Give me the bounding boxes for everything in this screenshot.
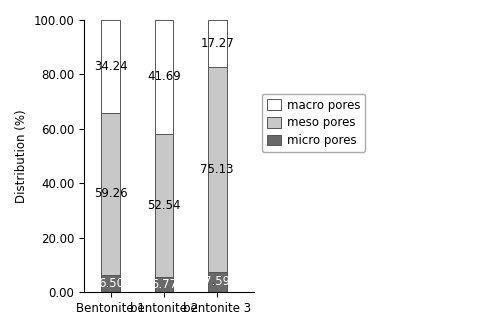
Y-axis label: Distribution (%): Distribution (%) xyxy=(15,109,28,203)
Bar xyxy=(101,20,120,113)
Text: 7.59: 7.59 xyxy=(204,276,230,288)
Text: 41.69: 41.69 xyxy=(147,70,181,83)
Bar xyxy=(208,67,226,272)
Bar xyxy=(155,277,173,292)
Text: 75.13: 75.13 xyxy=(200,163,234,176)
Bar xyxy=(101,113,120,275)
Text: 5.77: 5.77 xyxy=(151,278,177,291)
Text: 6.50: 6.50 xyxy=(98,277,123,290)
Text: 17.27: 17.27 xyxy=(200,37,234,50)
Text: 34.24: 34.24 xyxy=(94,60,127,73)
Bar xyxy=(208,20,226,67)
Bar xyxy=(155,134,173,277)
Bar xyxy=(155,20,173,134)
Text: 59.26: 59.26 xyxy=(94,187,127,200)
Bar xyxy=(208,272,226,292)
Bar xyxy=(101,275,120,292)
Legend: macro pores, meso pores, micro pores: macro pores, meso pores, micro pores xyxy=(262,94,365,152)
Text: 52.54: 52.54 xyxy=(147,199,181,212)
